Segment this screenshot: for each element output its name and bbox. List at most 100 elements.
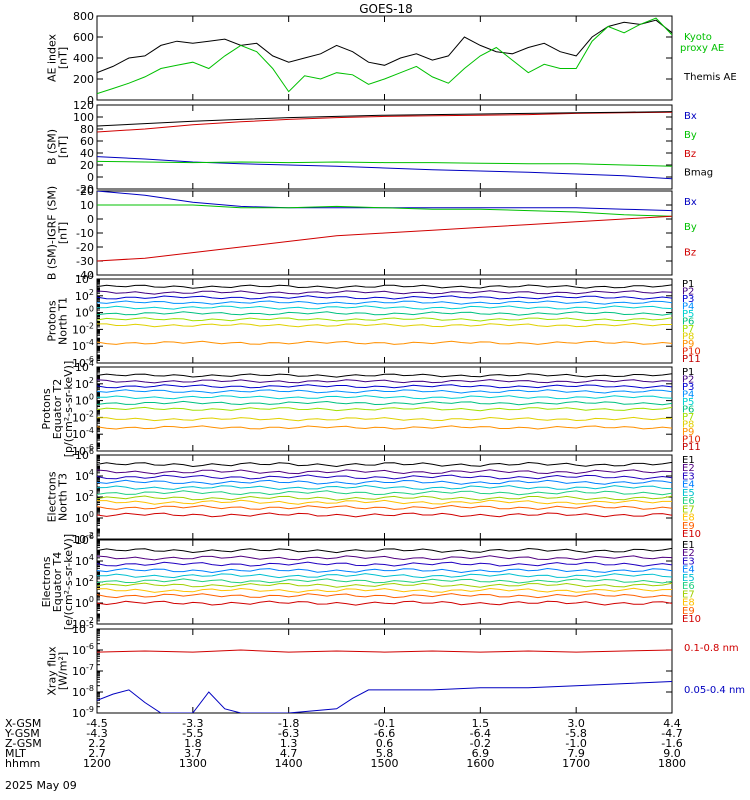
ephemeris-value: -5.8 <box>565 727 586 740</box>
legend-entry: E3 <box>682 556 695 567</box>
legend-entry: P10 <box>682 435 701 446</box>
series-line <box>97 555 672 561</box>
legend-entry: E2 <box>682 548 695 559</box>
ephemeris-value: 4.7 <box>280 747 298 760</box>
y-tick-label: 0 <box>87 171 94 184</box>
ephemeris-value: 1.8 <box>184 737 202 750</box>
y-axis-label: Xray flux <box>46 646 59 696</box>
legend-entry: P4 <box>682 302 694 313</box>
series-line <box>97 395 672 400</box>
y-tick-label: -40 <box>76 269 94 282</box>
legend-entry: E10 <box>682 614 701 625</box>
series-line <box>97 295 672 300</box>
legend-entry: E8 <box>682 513 695 524</box>
ephemeris-value: 1.3 <box>280 737 298 750</box>
ephemeris-row-label: Z-GSM <box>5 737 42 750</box>
legend-entry: E7 <box>682 589 695 600</box>
y-axis-label: Electrons <box>46 471 59 522</box>
y-tick-label: 120 <box>73 99 94 112</box>
legend-entry: Bz <box>684 149 696 160</box>
y-axis-label: North T1 <box>57 297 70 345</box>
series-line <box>97 373 672 378</box>
legend-entry: Themis AE <box>683 72 737 83</box>
ephemeris-value: 1300 <box>179 757 207 770</box>
legend-entry: P6 <box>682 317 694 328</box>
y-tick-label: 40 <box>80 147 94 160</box>
legend-entry: E10 <box>682 529 701 540</box>
y-tick-label: 10-4 <box>72 338 94 353</box>
series-line <box>97 600 672 606</box>
legend-entry: By <box>684 130 697 141</box>
ephemeris-value: 1.5 <box>472 717 490 730</box>
series-line <box>97 512 672 518</box>
series-line <box>97 160 672 167</box>
date-label: 2025 May 09 <box>5 779 77 792</box>
legend-entry: E8 <box>682 598 695 609</box>
ephemeris-value: 1600 <box>466 757 494 770</box>
y-axis-label: Equator T2 <box>51 379 64 439</box>
y-tick-label: 106 <box>75 532 94 547</box>
y-axis-label: [W/m²] <box>57 652 70 690</box>
legend-entry: Bx <box>684 197 697 208</box>
ephemeris-value: 6.9 <box>472 747 490 760</box>
y-tick-label: 10-8 <box>72 684 94 699</box>
y-axis-label: Equator T4 <box>51 552 64 612</box>
y-tick-label: 20 <box>80 159 94 172</box>
legend-entry: E5 <box>682 573 695 584</box>
series-line <box>97 582 672 588</box>
y-tick-label: 0 <box>87 94 94 107</box>
y-tick-label: 10-7 <box>72 663 94 678</box>
legend-entry: Kyoto <box>684 32 712 43</box>
y-tick-label: 100 <box>75 305 94 320</box>
series-line <box>97 593 672 599</box>
y-tick-label: 10-2 <box>72 531 94 546</box>
ephemeris-value: -6.3 <box>278 727 299 740</box>
ephemeris-value: 1700 <box>562 757 590 770</box>
y-tick-label: 10 <box>80 199 94 212</box>
series-line <box>97 300 672 305</box>
y-axis-label: [nT] <box>57 136 70 158</box>
series-line <box>97 215 672 262</box>
ephemeris-row-label: X-GSM <box>5 717 41 730</box>
y-tick-label: 106 <box>75 447 94 462</box>
legend-entry: Bx <box>684 111 697 122</box>
series-line <box>97 547 672 554</box>
legend-entry: P6 <box>682 405 694 416</box>
series-line <box>97 567 672 574</box>
panel-data <box>97 17 672 95</box>
ephemeris-value: -5.5 <box>182 727 203 740</box>
series-line <box>97 284 672 289</box>
legend-entry: P11 <box>682 442 701 453</box>
ephemeris-value: -1.6 <box>661 737 682 750</box>
series-line <box>97 406 672 412</box>
y-tick-label: 102 <box>75 376 94 391</box>
series-line <box>97 461 672 468</box>
series-line <box>97 384 672 389</box>
ephemeris-value: 3.0 <box>567 717 585 730</box>
y-tick-label: 104 <box>75 468 94 483</box>
y-axis-label: Protons <box>40 388 53 429</box>
series-line <box>97 578 672 584</box>
legend-entry: E1 <box>682 540 695 551</box>
series-line <box>97 111 672 133</box>
ephemeris-value: 1200 <box>83 757 111 770</box>
series-line <box>97 649 672 653</box>
legend-entry: P1 <box>682 279 694 290</box>
series-line <box>97 561 672 567</box>
series-line <box>97 416 672 422</box>
legend-entry: E2 <box>682 463 695 474</box>
ephemeris-row-label: MLT <box>5 747 26 760</box>
ephemeris-value: -6.6 <box>374 727 395 740</box>
series-line <box>97 504 672 510</box>
y-tick-label: 104 <box>75 553 94 568</box>
legend-entry: P7 <box>682 412 694 423</box>
series-line <box>97 311 672 316</box>
ephemeris-value: -4.7 <box>661 727 682 740</box>
y-tick-label: 100 <box>73 111 94 124</box>
